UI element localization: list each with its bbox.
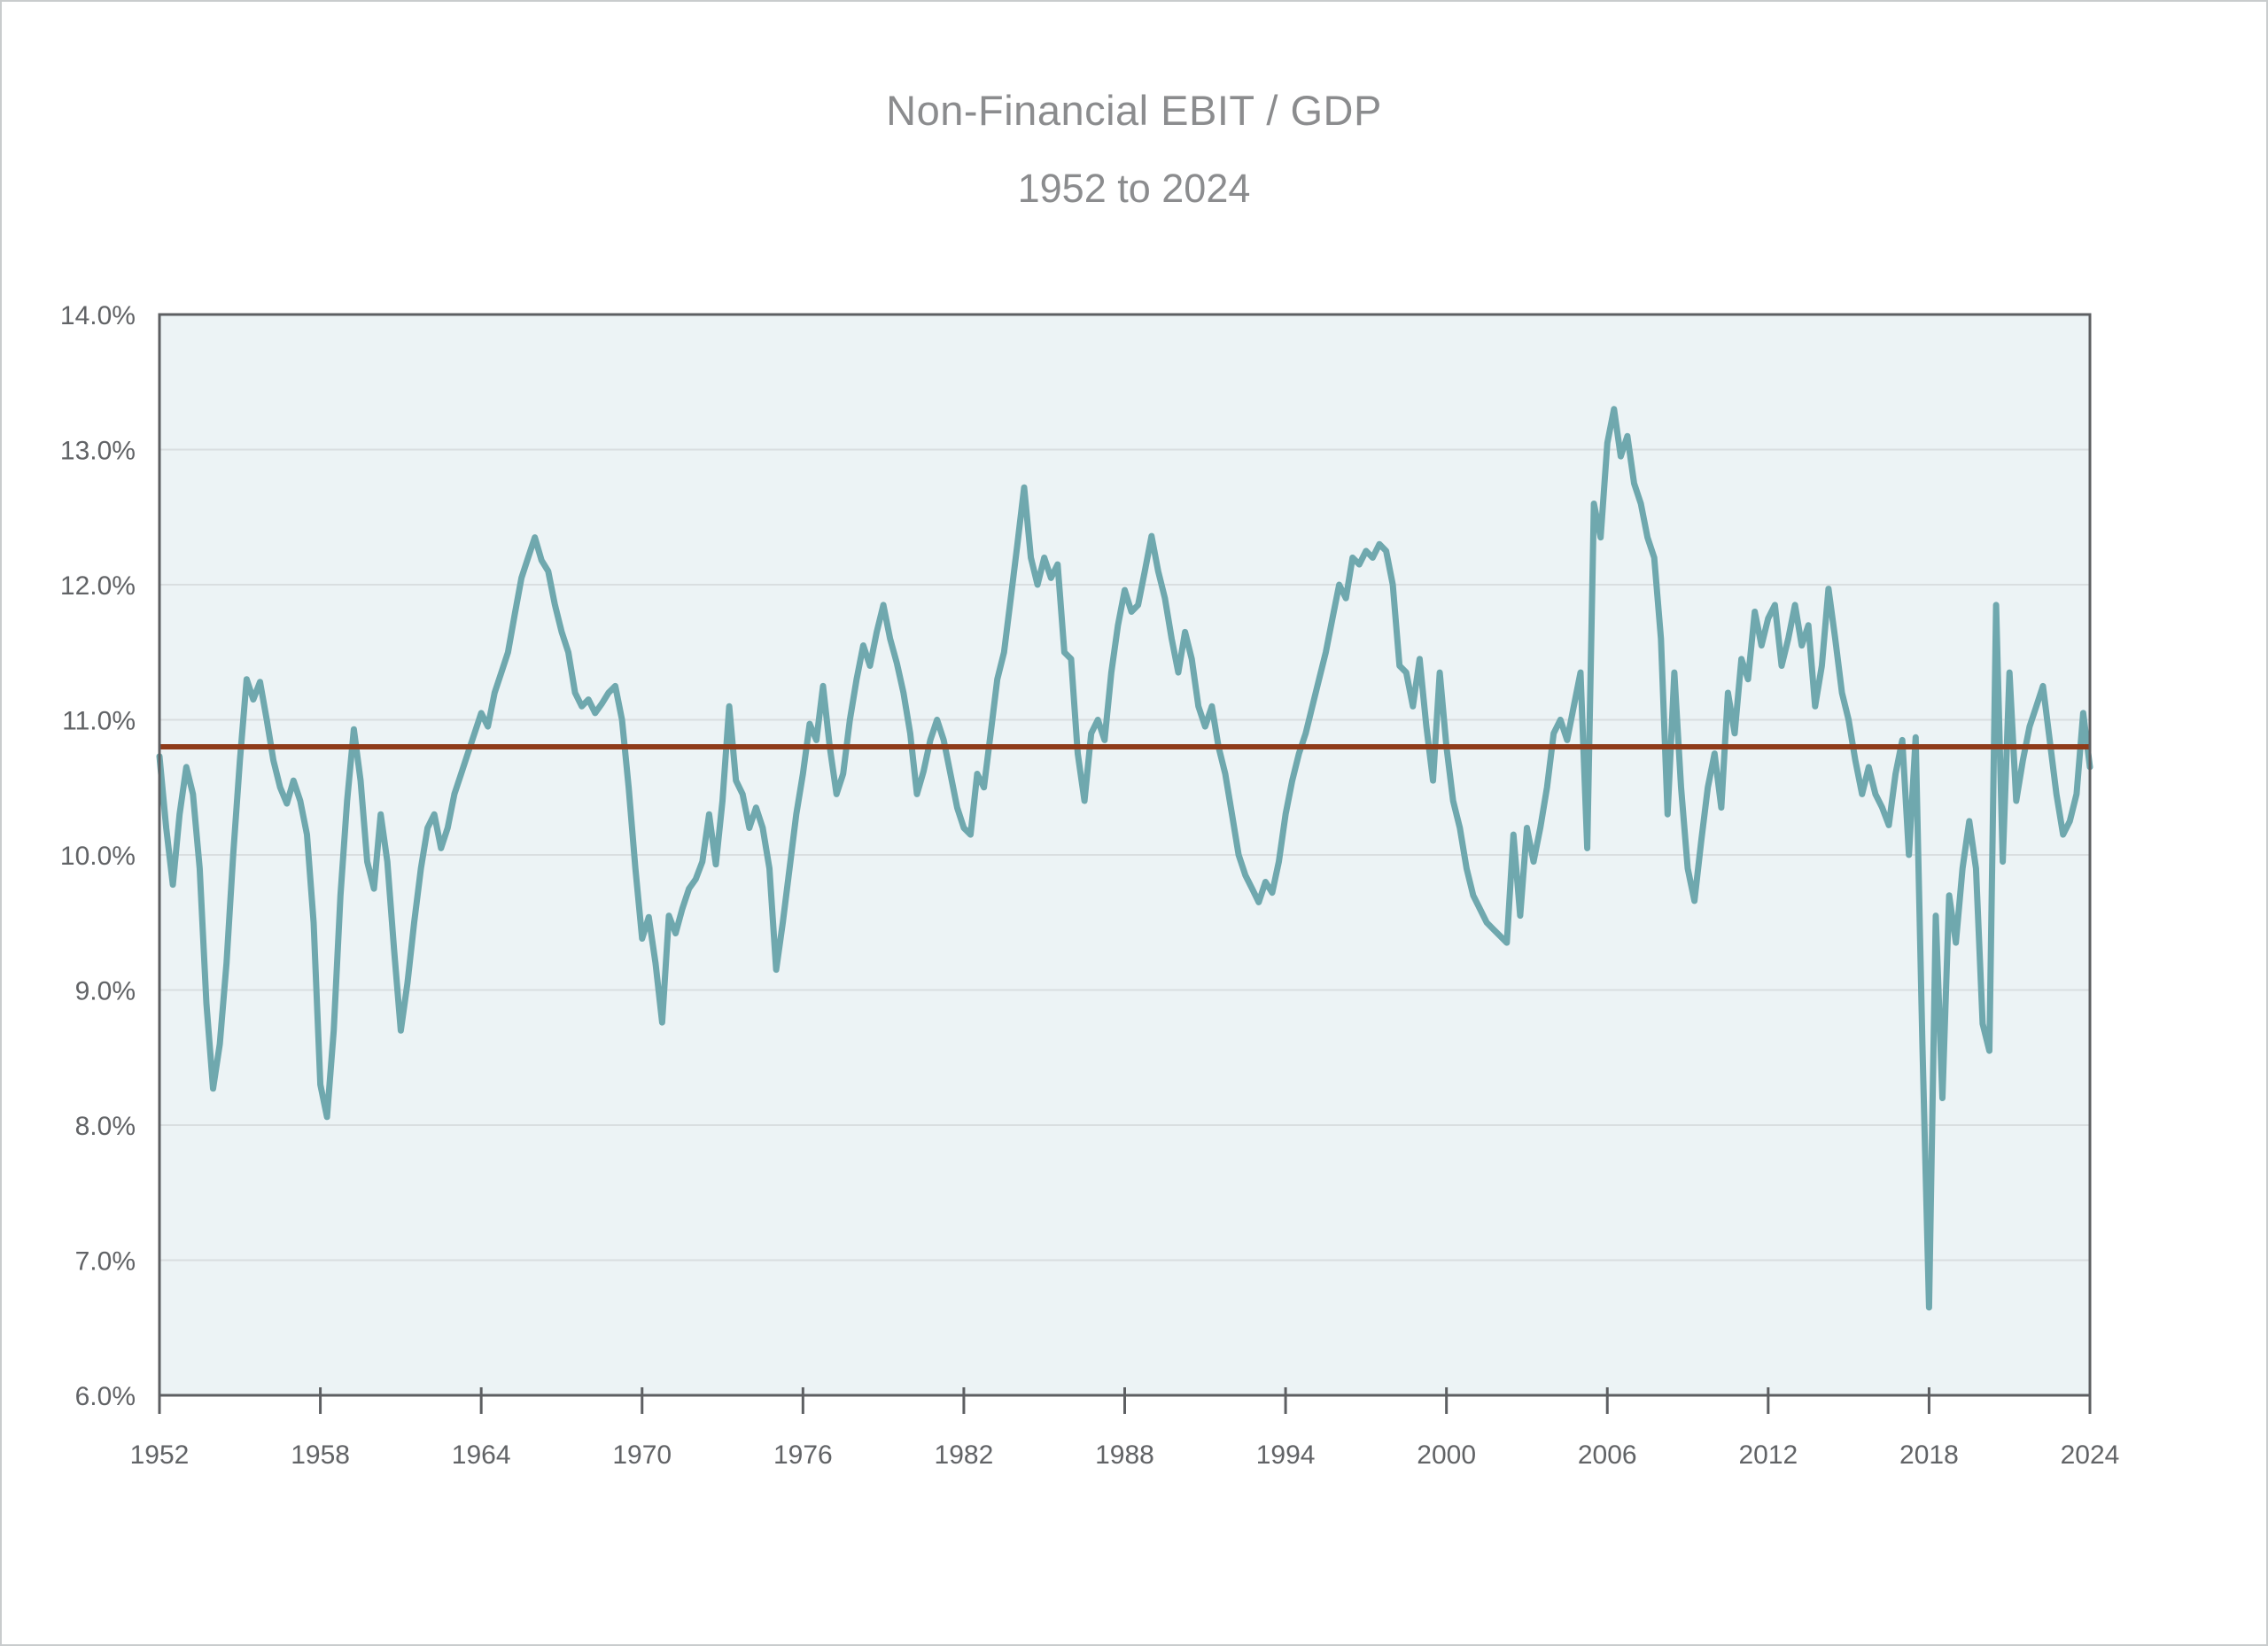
chart-subtitle: 1952 to 2024 (1017, 166, 1251, 211)
x-tick-label: 2012 (1738, 1440, 1798, 1470)
x-tick-label: 2006 (1578, 1440, 1637, 1470)
y-tick-label: 11.0% (62, 707, 136, 736)
x-tick-label: 2018 (1899, 1440, 1959, 1470)
y-tick-label: 9.0% (75, 977, 136, 1006)
x-tick-label: 1988 (1095, 1440, 1154, 1470)
y-tick-label: 6.0% (75, 1382, 136, 1411)
y-tick-label: 13.0% (60, 437, 136, 466)
x-tick-label: 2000 (1417, 1440, 1476, 1470)
ebit-gdp-line (156, 406, 2093, 1311)
x-tick-label: 1994 (1256, 1440, 1316, 1470)
x-tick-label: 1964 (452, 1440, 511, 1470)
x-tick-label: 1976 (773, 1440, 833, 1470)
y-tick-label: 14.0% (60, 301, 136, 330)
x-tick-label: 1970 (612, 1440, 672, 1470)
chart-title: Non-Financial EBIT / GDP (886, 87, 1382, 134)
y-tick-label: 7.0% (75, 1247, 136, 1277)
x-tick-label: 2024 (2061, 1440, 2120, 1470)
y-tick-label: 10.0% (60, 842, 136, 871)
plot-frame (158, 313, 2092, 1397)
x-tick-label: 1982 (935, 1440, 994, 1470)
y-tick-label: 12.0% (60, 571, 136, 601)
x-tick-label: 1958 (291, 1440, 350, 1470)
x-tick-label: 1952 (130, 1440, 190, 1470)
y-tick-label: 8.0% (75, 1112, 136, 1141)
chart-title-block: Non-Financial EBIT / GDP 1952 to 2024 (2, 71, 2266, 227)
